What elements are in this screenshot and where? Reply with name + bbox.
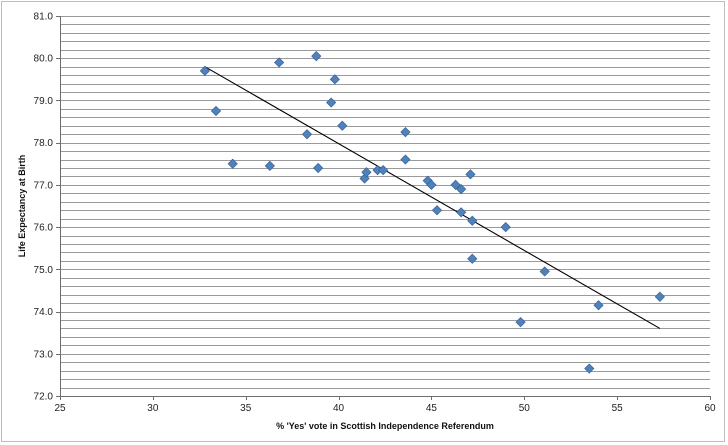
axes <box>60 16 710 397</box>
x-axis-title: % 'Yes' vote in Scottish Independence Re… <box>276 421 494 431</box>
data-point <box>274 57 285 68</box>
y-tick-label: 79.0 <box>34 96 54 107</box>
data-points <box>199 51 665 374</box>
data-point <box>400 127 411 138</box>
data-point <box>361 167 372 178</box>
x-tick-label: 35 <box>240 403 252 414</box>
data-point <box>264 160 275 171</box>
data-point <box>400 154 411 165</box>
x-tick-label: 45 <box>426 403 438 414</box>
y-axis-ticks: 72.0 73.0 74.0 75.0 76.0 77.0 78.0 79.0 80.0 81.0 <box>34 12 60 403</box>
gridlines <box>60 16 710 397</box>
data-point <box>500 222 511 233</box>
x-tick-label: 55 <box>612 403 624 414</box>
y-tick-label: 73.0 <box>34 349 54 360</box>
data-point <box>326 97 337 108</box>
data-point <box>378 165 389 176</box>
x-tick-label: 60 <box>704 403 716 414</box>
data-point <box>301 129 313 140</box>
data-point <box>431 205 443 216</box>
x-tick-label: 50 <box>519 403 531 414</box>
data-point <box>654 291 665 302</box>
x-tick-label: 30 <box>147 403 159 414</box>
data-point <box>199 65 210 76</box>
data-point <box>456 207 467 218</box>
data-point <box>593 300 604 311</box>
x-axis-ticks: 25 30 35 40 45 50 55 60 <box>54 396 716 414</box>
data-point <box>584 363 595 374</box>
x-tick-label: 25 <box>54 403 66 414</box>
y-tick-label: 77.0 <box>34 180 54 191</box>
y-axis-title: Life Expectancy at Birth <box>17 155 27 258</box>
x-tick-label: 40 <box>333 403 345 414</box>
y-tick-label: 80.0 <box>34 54 54 65</box>
y-tick-label: 76.0 <box>34 223 54 234</box>
data-point <box>227 158 238 169</box>
trendline-layer <box>204 66 661 329</box>
data-point <box>467 253 478 264</box>
y-tick-label: 72.0 <box>34 392 54 403</box>
y-tick-label: 75.0 <box>34 265 54 276</box>
data-point <box>456 184 467 195</box>
data-point <box>515 317 526 328</box>
data-point <box>467 215 478 226</box>
data-point <box>311 51 322 62</box>
data-point <box>210 105 222 117</box>
data-point <box>337 120 348 131</box>
trendline <box>204 66 661 329</box>
data-point <box>426 179 437 190</box>
y-tick-label: 74.0 <box>34 307 54 318</box>
y-tick-label: 81.0 <box>34 12 54 23</box>
data-point <box>313 162 324 174</box>
data-point <box>539 266 550 277</box>
data-point <box>450 179 461 190</box>
data-point <box>329 74 340 85</box>
data-point <box>465 169 476 180</box>
y-tick-label: 78.0 <box>34 138 54 149</box>
